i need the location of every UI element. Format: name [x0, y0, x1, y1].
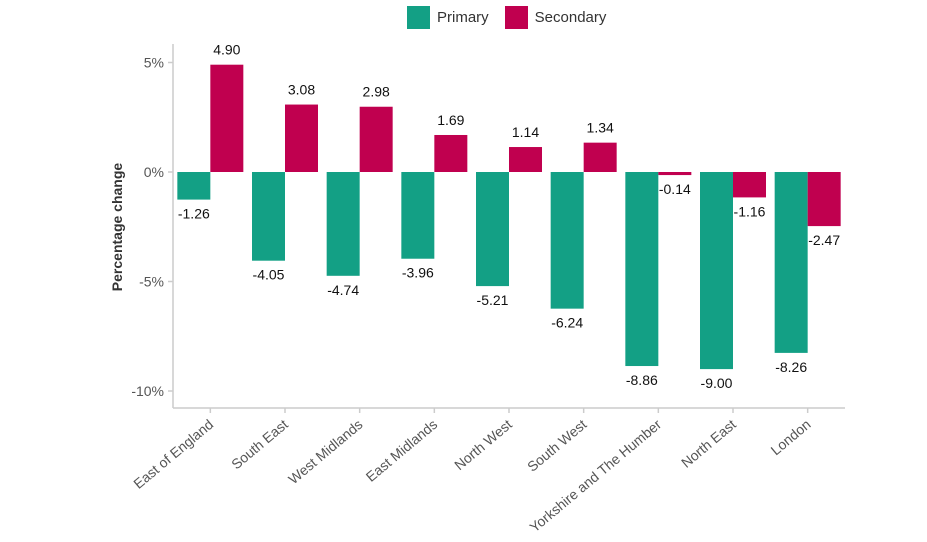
legend-swatch-primary — [407, 6, 430, 29]
bar-secondary — [210, 64, 244, 172]
x-tick-label: West Midlands — [285, 416, 365, 487]
y-axis-label: Percentage change — [109, 162, 125, 292]
data-label-secondary: -0.14 — [659, 181, 691, 197]
x-tick-label: North West — [451, 416, 515, 473]
data-label-primary: -8.26 — [775, 359, 807, 375]
data-label-secondary: 4.90 — [213, 42, 240, 58]
bar-primary — [326, 172, 360, 276]
x-tick-label: Yorkshire and The Humber — [526, 416, 664, 536]
data-label-secondary: -1.16 — [734, 203, 766, 219]
bar-secondary — [509, 147, 542, 172]
data-label-primary: -4.74 — [327, 282, 359, 298]
legend-item-primary: Primary — [407, 6, 489, 29]
data-label-secondary: 3.08 — [288, 82, 315, 98]
y-tick-label: -10% — [131, 383, 164, 399]
data-label-secondary: 1.34 — [587, 120, 614, 136]
legend-label-primary: Primary — [437, 9, 489, 26]
data-label-primary: -5.21 — [477, 292, 509, 308]
data-label-secondary: 1.14 — [512, 124, 539, 140]
y-tick-label: 0% — [144, 164, 164, 180]
bar-secondary — [583, 142, 617, 172]
bar-secondary — [285, 104, 318, 172]
data-label-primary: -9.00 — [701, 375, 733, 391]
bar-primary — [774, 172, 808, 353]
bar-primary — [401, 172, 435, 259]
legend-swatch-secondary — [504, 6, 528, 29]
data-label-primary: -3.96 — [402, 265, 434, 281]
bar-secondary — [359, 106, 393, 172]
legend-label-secondary: Secondary — [534, 9, 607, 26]
x-tick-label: East Midlands — [363, 416, 441, 485]
y-tick-label: 5% — [144, 55, 164, 71]
bar-secondary — [434, 134, 468, 172]
x-tick-label: South West — [524, 416, 590, 475]
data-label-primary: -1.26 — [178, 206, 210, 222]
bar-primary — [700, 172, 733, 370]
data-label-secondary: 2.98 — [363, 84, 390, 100]
bar-secondary — [658, 172, 692, 176]
data-label-primary: -4.05 — [253, 267, 285, 283]
data-label-secondary: -2.47 — [808, 232, 840, 248]
bar-primary — [177, 172, 211, 200]
legend: Primary Secondary — [407, 6, 612, 29]
x-tick-label: North East — [678, 416, 739, 471]
legend-item-secondary: Secondary — [504, 6, 607, 29]
bar-primary — [252, 172, 285, 261]
x-tick-label: London — [768, 416, 814, 458]
bar-secondary — [807, 172, 841, 227]
bar-secondary — [733, 172, 766, 198]
y-tick-label: -5% — [139, 274, 164, 290]
data-label-secondary: 1.69 — [437, 112, 464, 128]
x-tick-label: South East — [228, 416, 291, 472]
data-label-primary: -6.24 — [551, 315, 583, 331]
bar-primary — [550, 172, 584, 309]
bar-primary — [476, 172, 509, 287]
data-label-primary: -8.86 — [626, 372, 658, 388]
bar-primary — [625, 172, 659, 367]
x-tick-label: East of England — [130, 416, 216, 492]
